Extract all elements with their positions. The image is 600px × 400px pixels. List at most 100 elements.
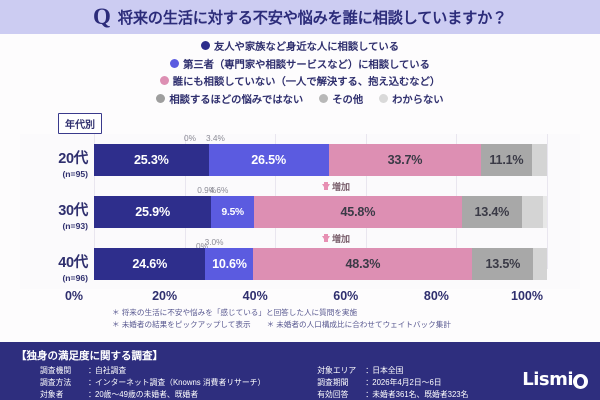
survey-left-column: 調査機関：自社調査 調査方法：インターネット調査（Knowns 消費者リサーチ）対… [40, 366, 265, 400]
bar-segment-callout-value: 0.9% [197, 185, 217, 195]
survey-detail-row: 対象エリア ：日本全国 [317, 366, 468, 377]
x-axis-tick-label: 80% [423, 289, 449, 303]
bar-segment: 13.5% [472, 248, 534, 280]
x-axis-tick-label: 100% [511, 289, 543, 303]
category-badge: 年代別 [58, 113, 102, 134]
survey-detail-key: 有効回答 [317, 390, 349, 400]
survey-detail-separator: ： [88, 366, 96, 375]
survey-detail-key: 調査期間 [317, 378, 349, 388]
down-arrow-icon [322, 233, 330, 242]
bar-segment: 26.5% [208, 144, 329, 176]
survey-detail-row: 有効回答 ：未婚者361名、既婚者323名 [317, 390, 468, 400]
question-mark-icon: Q [92, 3, 111, 29]
x-axis-tick-label: 40% [242, 289, 268, 303]
bar-segment-value: 10.6% [212, 257, 247, 271]
brand-logo: Lismi [522, 369, 588, 390]
bar-segment-callout-value: 0% [196, 241, 208, 251]
x-axis-tick-label: 20% [152, 289, 178, 303]
legend-color-dot-icon [170, 58, 180, 68]
legend-color-dot-icon [319, 93, 329, 103]
footnote-3: ＊ 未婚者の人口構成比に合わせてウェイトバック集計 [266, 319, 451, 329]
survey-detail-value: インターネット調査（Knowns 消費者リサーチ） [95, 378, 266, 388]
increase-annotation: 増加 [322, 180, 350, 193]
bar-segment-value: 45.8% [340, 205, 376, 219]
survey-detail-separator: ： [88, 378, 96, 388]
legend: 友人や家族など身近な人に相談している第三者（専門家や相談サービスなど）に相談して… [0, 38, 600, 106]
survey-detail-value: 日本全国 [372, 366, 404, 375]
bar-segment-value: 33.7% [387, 153, 423, 167]
row-sample-size: (n=93) [62, 221, 88, 231]
legend-row: 第三者（専門家や相談サービスなど）に相談している [170, 56, 430, 71]
question-header: Q 将来の生活に対する不安や悩みを誰に相談していますか？ [0, 0, 600, 34]
x-axis: 0% 20% 40% 60% 80% 100% [65, 289, 543, 305]
survey-detail-row: 調査機関 ：自社調査 [40, 366, 265, 377]
stacked-bar: 25.3% 26.5% 33.7% 11.1% [94, 144, 547, 176]
legend-row: 誰にも相談していない（一人で解決する、抱え込むなど） [159, 73, 441, 88]
bar-segment: 10.6% [205, 248, 254, 280]
bar-segment: 11.1% [481, 144, 532, 176]
legend-label: 友人や家族など身近な人に相談している [213, 42, 400, 53]
legend-item: わからない [379, 91, 444, 106]
survey-detail-value: 20歳～49歳の未婚者、既婚者 [95, 390, 199, 400]
legend-row: 相談するほどの悩みではない その他 わからない [156, 91, 444, 106]
survey-detail-separator: ： [88, 390, 96, 400]
gridline [547, 134, 548, 269]
bar-segment: 25.9% [94, 196, 212, 228]
legend-label: 第三者（専門家や相談サービスなど）に相談している [183, 59, 430, 71]
legend-item: その他 [319, 91, 363, 106]
legend-label: わからない [392, 94, 444, 106]
row-age-label: 30代 [58, 203, 88, 219]
bar-segment: 13.4% [461, 196, 523, 228]
survey-detail-value: 自社調査 [95, 366, 127, 375]
chart-row: 25.3% 26.5% 33.7% 11.1% 20代 (n=95) [58, 144, 547, 179]
x-axis-tick-label: 0% [64, 289, 84, 303]
stacked-bar: 25.9% 9.5% 45.8% 13.4% [94, 196, 548, 228]
bar-segment-value: 11.1% [489, 153, 524, 167]
row-category-label: 40代 (n=96) [18, 251, 88, 283]
survey-detail-value: 2026年4月2日～6日 [372, 378, 442, 388]
bar-segment-value: 13.4% [474, 205, 510, 219]
footnote-line-2: ＊ 未婚者の結果をピックアップして表示 ＊ 未婚者の人口構成比に合わせてウェイトバ… [0, 319, 600, 331]
legend-row: 友人や家族など身近な人に相談している [200, 38, 400, 53]
x-axis-tick-label: 60% [333, 289, 359, 303]
survey-title: 【独身の満足度に関する調査】 [16, 350, 163, 362]
bar-segment-callout-value: 0% [184, 133, 196, 143]
footnote-2: ＊ 未婚者の結果をピックアップして表示 [112, 319, 251, 329]
brand-logo-text: Lismi [522, 369, 573, 390]
plot-area: 3.4% 0% 25.3% 26.5% 33.7% 11.1% 20代 (n=95) 4.6% 0… [58, 133, 548, 289]
bar-segment [531, 144, 547, 176]
row-category-label: 20代 (n=95) [18, 147, 88, 179]
survey-detail-row: 対象者 ： 20歳～49歳の未婚者、既婚者 [40, 390, 265, 400]
bar-segment-callout-value: 3.4% [206, 133, 225, 143]
increase-annotation-label: 増加 [332, 182, 351, 192]
survey-detail-key: 対象者 [40, 390, 64, 400]
bar-segment-callout-value: 4.6% [209, 185, 229, 195]
bar-segment [542, 196, 548, 228]
survey-detail-separator: ： [365, 366, 374, 375]
bar-segment: 24.6% [94, 248, 206, 280]
increase-annotation-label: 増加 [332, 234, 351, 244]
row-sample-size: (n=96) [62, 273, 88, 283]
footnotes: ＊ 将来の生活に不安や悩みを「感じている」と回答した人に質問を実施 ＊ 未婚者の… [0, 307, 600, 331]
legend-label: その他 [332, 94, 364, 106]
legend-item: 友人や家族など身近な人に相談している [200, 38, 400, 53]
bar-segment: 33.7% [328, 144, 482, 176]
bar-segment [533, 248, 547, 280]
bar-segment: 9.5% [211, 196, 255, 228]
row-age-label: 20代 [58, 151, 88, 167]
legend-label: 誰にも相談していない（一人で解決する、抱え込むなど） [172, 77, 441, 88]
survey-detail-separator: ： [365, 390, 374, 400]
survey-right-column: 対象エリア：日本全国 調査期間： 2026年4月2日～6日 有効回答：未婚者361名、… [317, 366, 468, 400]
legend-color-dot-icon [156, 93, 166, 103]
legend-color-dot-icon [200, 41, 210, 50]
chart-row: 24.6% 10.6% 48.3% 13.5% 40代 (n=96) [58, 248, 547, 283]
row-category-label: 30代 (n=93) [18, 199, 88, 231]
legend-item: 第三者（専門家や相談サービスなど）に相談している [170, 56, 430, 71]
stacked-bar-chart: 3.4% 0% 25.3% 26.5% 33.7% 11.1% 20代 (n=95) 4.6% 0… [20, 133, 580, 289]
survey-detail-value: 未婚者361名、既婚者323名 [372, 390, 469, 400]
page-title: 将来の生活に対する不安や悩みを誰に相談していますか？ [117, 10, 508, 27]
survey-detail-separator: ： [365, 378, 374, 388]
legend-item: 誰にも相談していない（一人で解決する、抱え込むなど） [159, 73, 441, 88]
brand-logo-mark-icon [573, 374, 588, 389]
